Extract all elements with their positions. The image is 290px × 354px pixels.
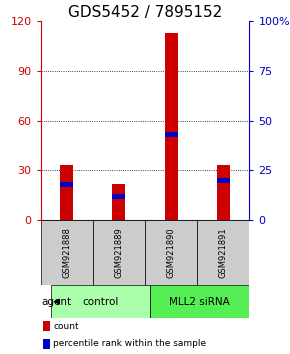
Bar — [43, 321, 50, 331]
Bar — [93, 220, 145, 285]
Text: GSM921890: GSM921890 — [166, 228, 176, 278]
Bar — [50, 285, 150, 318]
Text: agent: agent — [41, 297, 72, 307]
Bar — [60, 166, 73, 220]
Text: MLL2 siRNA: MLL2 siRNA — [169, 297, 230, 307]
Bar — [43, 339, 50, 349]
Bar — [113, 194, 125, 199]
Text: control: control — [82, 297, 118, 307]
Bar — [197, 220, 249, 285]
Text: GSM921891: GSM921891 — [219, 228, 228, 278]
Bar — [41, 220, 93, 285]
Bar — [145, 220, 197, 285]
Bar — [217, 178, 230, 183]
Text: GSM921889: GSM921889 — [114, 227, 124, 278]
Bar — [60, 182, 73, 187]
Text: count: count — [53, 321, 79, 331]
Bar — [165, 33, 177, 220]
Title: GDS5452 / 7895152: GDS5452 / 7895152 — [68, 5, 222, 20]
Bar — [150, 285, 249, 318]
Text: GSM921888: GSM921888 — [62, 227, 71, 278]
Bar — [113, 184, 125, 220]
Bar — [165, 132, 177, 137]
Text: percentile rank within the sample: percentile rank within the sample — [53, 339, 206, 348]
Bar — [217, 166, 230, 220]
